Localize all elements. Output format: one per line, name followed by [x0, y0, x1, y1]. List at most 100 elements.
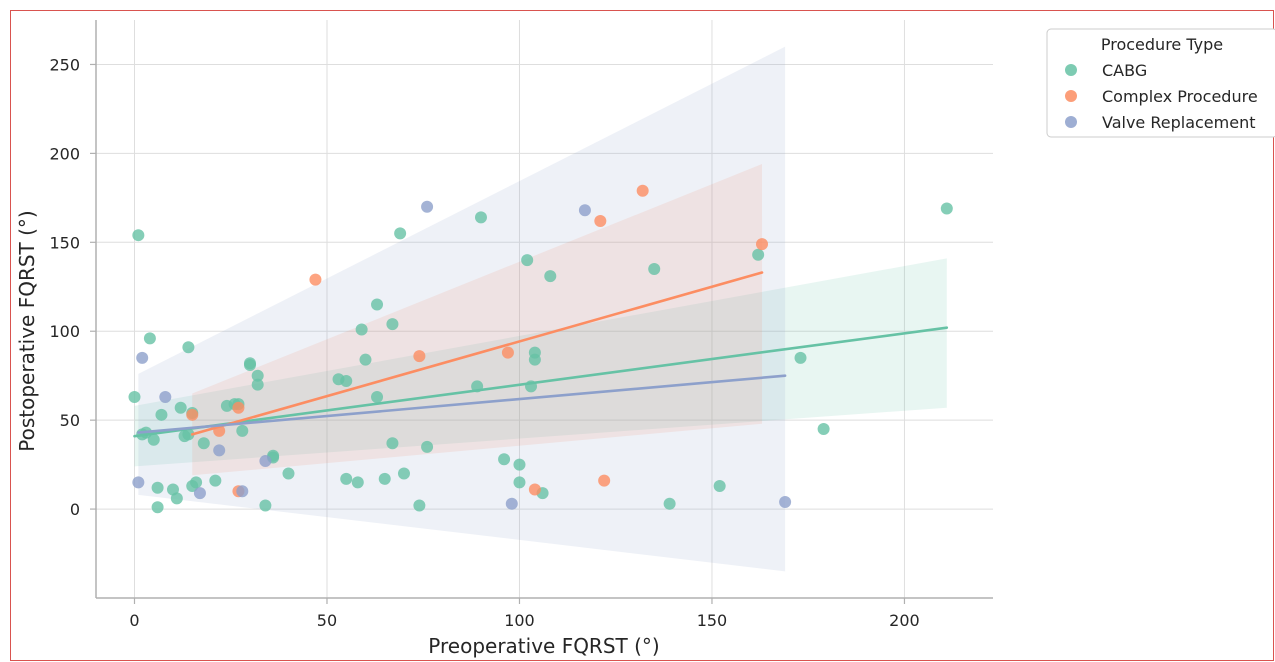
- x-tick-label-200: 200: [889, 611, 920, 630]
- point-cabg-18: [197, 437, 210, 450]
- legend-title: Procedure Type: [1101, 35, 1223, 54]
- point-cabg-64: [940, 202, 953, 215]
- point-cabg-44: [397, 467, 410, 480]
- point-cabg-57: [544, 270, 557, 283]
- point-cabg-10: [170, 492, 183, 505]
- point-complex-procedure-10: [636, 184, 649, 197]
- point-cabg-34: [340, 472, 353, 485]
- point-valve-replacement-10: [779, 495, 792, 508]
- point-valve-replacement-7: [421, 200, 434, 213]
- point-cabg-8: [155, 408, 168, 421]
- regression-lines: [133, 271, 949, 438]
- point-cabg-39: [371, 391, 384, 404]
- point-cabg-52: [521, 254, 534, 267]
- legend-label-complex-procedure: Complex Procedure: [1102, 87, 1258, 106]
- point-cabg-14: [182, 428, 195, 441]
- ci-band-complex-procedure: [192, 164, 763, 476]
- point-cabg-5: [147, 433, 160, 446]
- point-valve-replacement-0: [132, 476, 145, 489]
- point-cabg-50: [513, 458, 526, 471]
- legend: Procedure Type CABG Complex Procedure Valv…: [1046, 28, 1275, 138]
- point-cabg-27: [251, 378, 264, 391]
- point-cabg-13: [182, 341, 195, 354]
- point-valve-replacement-4: [213, 444, 226, 457]
- point-valve-replacement-6: [259, 455, 272, 468]
- point-cabg-25: [243, 357, 256, 370]
- point-complex-procedure-0: [186, 408, 199, 421]
- point-cabg-48: [474, 211, 487, 224]
- point-complex-procedure-9: [598, 474, 611, 487]
- point-valve-replacement-3: [193, 487, 206, 500]
- point-cabg-38: [371, 298, 384, 311]
- point-cabg-35: [351, 476, 364, 489]
- fit-line-valve-replacement: [137, 374, 787, 434]
- point-cabg-63: [817, 423, 830, 436]
- legend-marker-cabg: [1065, 64, 1077, 76]
- point-cabg-4: [143, 332, 156, 345]
- grid: [96, 20, 993, 598]
- point-cabg-28: [259, 499, 272, 512]
- point-cabg-23: [236, 424, 249, 437]
- fit-line-cabg: [133, 326, 949, 438]
- x-tick-label-50: 50: [317, 611, 337, 630]
- point-cabg-31: [282, 467, 295, 480]
- legend-box: [1046, 28, 1275, 138]
- x-tick-label-0: 0: [129, 611, 139, 630]
- point-complex-procedure-11: [756, 238, 769, 251]
- point-complex-procedure-5: [413, 350, 426, 363]
- y-axis-label: Postoperative FQRST (°): [15, 210, 39, 451]
- point-cabg-33: [340, 375, 353, 388]
- x-tick-label-150: 150: [697, 611, 728, 630]
- point-cabg-61: [752, 248, 765, 261]
- legend-marker-valve-replacement: [1065, 116, 1077, 128]
- point-cabg-6: [151, 481, 164, 494]
- y-tick-label-100: 100: [49, 322, 80, 341]
- axes: 0 50 100 150 200 0 50 100 150 200 250: [49, 20, 993, 630]
- figure-frame: [10, 10, 1274, 661]
- y-tick-label-0: 0: [70, 500, 80, 519]
- x-axis-label: Preoperative FQRST (°): [428, 634, 659, 658]
- point-cabg-37: [359, 353, 372, 366]
- point-cabg-40: [378, 472, 391, 485]
- point-cabg-43: [394, 227, 407, 240]
- point-cabg-0: [128, 391, 141, 404]
- point-cabg-59: [663, 497, 676, 510]
- point-cabg-62: [794, 351, 807, 364]
- y-tick-label-250: 250: [49, 55, 80, 74]
- point-valve-replacement-2: [159, 391, 172, 404]
- point-cabg-41: [386, 318, 399, 331]
- point-complex-procedure-4: [309, 273, 322, 286]
- point-complex-procedure-7: [528, 483, 541, 496]
- point-cabg-19: [209, 474, 222, 487]
- legend-marker-complex-procedure: [1065, 90, 1077, 102]
- point-cabg-58: [648, 262, 661, 275]
- point-cabg-1: [132, 229, 145, 242]
- y-tick-label-150: 150: [49, 233, 80, 252]
- legend-label-valve-replacement: Valve Replacement: [1102, 113, 1255, 132]
- point-complex-procedure-8: [594, 214, 607, 227]
- point-cabg-36: [355, 323, 368, 336]
- data-points: [128, 184, 953, 514]
- point-valve-replacement-8: [505, 497, 518, 510]
- y-tick-label-200: 200: [49, 144, 80, 163]
- point-cabg-51: [513, 476, 526, 489]
- fit-line-complex-procedure: [190, 271, 764, 436]
- point-valve-replacement-1: [136, 351, 149, 364]
- point-complex-procedure-6: [501, 346, 514, 359]
- point-cabg-26: [251, 369, 264, 382]
- ci-band-valve-replacement: [138, 46, 786, 572]
- point-cabg-17: [190, 476, 203, 489]
- point-cabg-45: [413, 499, 426, 512]
- point-cabg-55: [528, 353, 541, 366]
- point-complex-procedure-3: [232, 401, 245, 414]
- point-valve-replacement-9: [578, 204, 591, 217]
- point-cabg-49: [498, 453, 511, 466]
- point-cabg-42: [386, 437, 399, 450]
- legend-label-cabg: CABG: [1102, 61, 1147, 80]
- y-tick-label-50: 50: [60, 411, 80, 430]
- point-cabg-11: [174, 401, 187, 414]
- point-cabg-7: [151, 501, 164, 514]
- point-valve-replacement-5: [236, 485, 249, 498]
- x-tick-label-100: 100: [504, 611, 535, 630]
